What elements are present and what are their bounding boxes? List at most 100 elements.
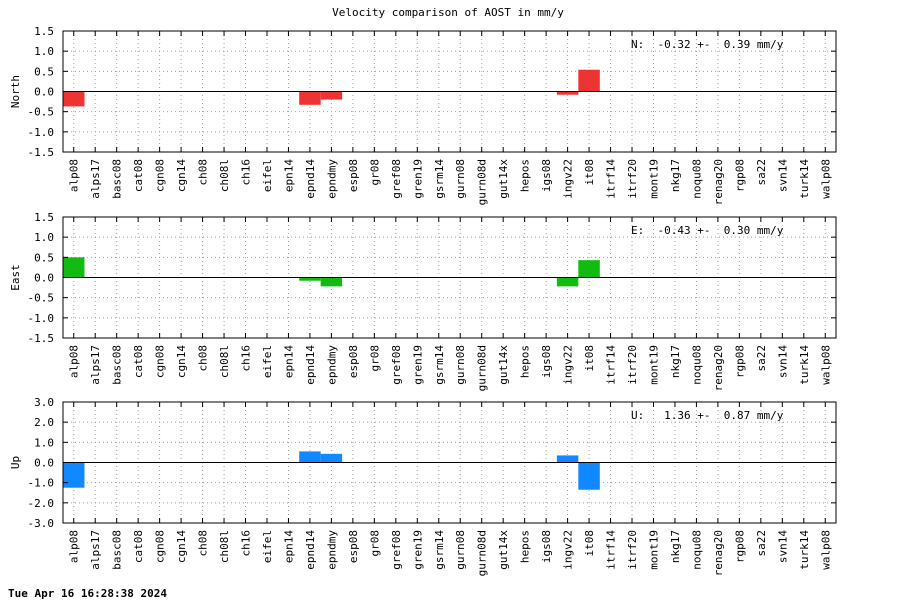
category-label-ch08l: ch08l (218, 159, 231, 192)
stat-annotation: N: -0.32 +- 0.39 mm/y (631, 38, 784, 51)
category-label-epnd14: epnd14 (304, 530, 317, 570)
bar-epnd14 (299, 91, 321, 105)
category-label-gut14x: gut14x (497, 159, 510, 199)
category-label-rgp08: rgp08 (733, 345, 746, 378)
y-tick-label: -1.5 (28, 332, 55, 345)
category-label-ch16: ch16 (240, 159, 253, 186)
category-label-igs08: igs08 (540, 530, 553, 563)
category-label-gr08: gr08 (368, 345, 381, 372)
category-label-esp08: esp08 (347, 159, 360, 192)
category-label-gurn08d: gurn08d (476, 530, 489, 576)
category-label-gr08: gr08 (368, 159, 381, 186)
category-label-itrf20: itrf20 (626, 530, 639, 570)
category-label-svn14: svn14 (776, 345, 789, 378)
category-label-ch16: ch16 (240, 530, 253, 557)
bar-epndmy (320, 91, 343, 100)
category-label-ch08: ch08 (197, 345, 210, 372)
category-label-alp08: alp08 (68, 159, 81, 192)
category-label-epndmy: epndmy (325, 530, 338, 570)
y-tick-label: 1.0 (34, 231, 54, 244)
category-label-mont19: mont19 (647, 530, 660, 570)
y-tick-label: -2.0 (28, 497, 55, 510)
category-label-mont19: mont19 (647, 159, 660, 199)
category-label-sa22: sa22 (755, 345, 768, 372)
category-label-it08: it08 (583, 345, 596, 372)
y-tick-label: 0.5 (34, 251, 54, 264)
category-label-cgn08: cgn08 (154, 530, 167, 563)
category-label-itrf20: itrf20 (626, 345, 639, 385)
panels: 1.5 1.0 0.5 0.0 -0.5 -1.0 -1.5 North N: -0.32 +-… (9, 25, 837, 576)
category-label-it08: it08 (583, 530, 596, 557)
category-label-walp08: walp08 (819, 345, 832, 385)
category-label-svn14: svn14 (776, 530, 789, 563)
category-label-itrf14: itrf14 (605, 345, 618, 385)
category-label-gren19: gren19 (411, 530, 424, 570)
category-label-alp08: alp08 (68, 345, 81, 378)
category-label-cgn08: cgn08 (154, 159, 167, 192)
category-label-gref08: gref08 (390, 159, 403, 199)
category-label-igs08: igs08 (540, 159, 553, 192)
y-tick-label: -1.0 (28, 312, 55, 325)
category-label-gut14x: gut14x (497, 345, 510, 385)
category-label-cgn14: cgn14 (175, 159, 188, 192)
category-label-epndmy: epndmy (325, 159, 338, 199)
y-tick-label: 0.0 (34, 457, 54, 470)
y-tick-label: 3.0 (34, 396, 54, 409)
panel-north: 1.5 1.0 0.5 0.0 -0.5 -1.0 -1.5 North N: -0.32 +-… (9, 25, 837, 205)
category-label-eifel: eifel (261, 530, 274, 563)
category-label-epnd14: epnd14 (304, 159, 317, 199)
category-label-eifel: eifel (261, 159, 274, 192)
category-label-esp08: esp08 (347, 530, 360, 563)
timestamp: Tue Apr 16 16:28:38 2024 (8, 587, 167, 600)
category-label-itrf14: itrf14 (605, 530, 618, 570)
category-label-walp08: walp08 (819, 530, 832, 570)
bar-epndmy (320, 453, 343, 463)
category-label-basc08: basc08 (111, 345, 124, 385)
y-tick-label: 2.0 (34, 416, 54, 429)
category-label-noqu08: noqu08 (690, 345, 703, 385)
category-label-ingv22: ingv22 (562, 345, 575, 385)
bar-it08 (578, 462, 600, 490)
category-label-turk14: turk14 (798, 345, 811, 385)
category-label-cgn14: cgn14 (175, 345, 188, 378)
category-label-gref08: gref08 (390, 345, 403, 385)
category-label-gsrm14: gsrm14 (433, 530, 446, 570)
category-label-noqu08: noqu08 (690, 159, 703, 199)
category-label-cgn14: cgn14 (175, 530, 188, 563)
category-label-gref08: gref08 (390, 530, 403, 570)
category-label-ch08l: ch08l (218, 530, 231, 563)
category-label-noqu08: noqu08 (690, 530, 703, 570)
category-label-ch08: ch08 (197, 530, 210, 557)
category-label-sa22: sa22 (755, 530, 768, 557)
bar-ingv22 (556, 277, 579, 287)
category-label-itrf14: itrf14 (605, 159, 618, 199)
category-label-cat08: cat08 (132, 530, 145, 563)
bar-epndmy (320, 277, 343, 287)
category-label-svn14: svn14 (776, 159, 789, 192)
category-label-alps17: alps17 (89, 159, 102, 199)
bar-alp08 (63, 462, 85, 488)
y-tick-label: 1.0 (34, 45, 54, 58)
category-label-renag20: renag20 (712, 345, 725, 391)
bar-it08 (578, 69, 600, 92)
y-tick-label: -1.5 (28, 146, 55, 159)
category-label-igs08: igs08 (540, 345, 553, 378)
y-tick-label: 0.0 (34, 272, 54, 285)
bar-ingv22 (556, 91, 579, 95)
bar-ingv22 (556, 455, 579, 463)
stat-annotation: E: -0.43 +- 0.30 mm/y (631, 224, 784, 237)
y-tick-label: 1.5 (34, 211, 54, 224)
category-label-renag20: renag20 (712, 159, 725, 205)
category-label-gurn08: gurn08 (454, 345, 467, 385)
bar-epnd14 (299, 277, 321, 281)
category-label-nkg17: nkg17 (669, 159, 682, 192)
y-tick-label: -1.0 (28, 477, 55, 490)
category-label-renag20: renag20 (712, 530, 725, 576)
bar-alp08 (63, 257, 85, 278)
category-label-eifel: eifel (261, 345, 274, 378)
category-label-basc08: basc08 (111, 530, 124, 570)
y-tick-label: -0.5 (28, 106, 55, 119)
category-label-cat08: cat08 (132, 345, 145, 378)
y-tick-label: 0.0 (34, 86, 54, 99)
